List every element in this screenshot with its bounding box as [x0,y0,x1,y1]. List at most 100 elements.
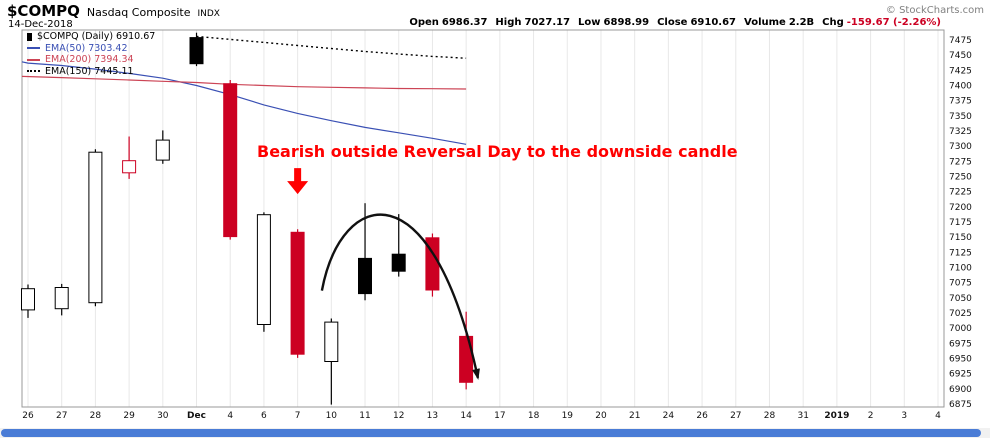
x-axis-label: 3 [901,411,907,421]
y-axis-label: 7100 [949,264,972,274]
x-axis-label: 27 [56,411,67,421]
x-axis-label: 4 [935,411,941,421]
y-axis-label: 7175 [949,218,972,228]
x-axis-label: 28 [90,411,102,421]
y-axis-label: 7225 [949,188,972,198]
y-axis-label: 7200 [949,203,972,213]
x-axis-label: 11 [359,411,370,421]
x-axis-label: 28 [764,411,776,421]
y-axis-label: 7075 [949,279,972,289]
y-axis-label: 6925 [949,370,972,380]
candle-nov-29 [122,160,137,174]
y-axis-label: 6900 [949,385,972,395]
candlestick-swatch-icon [27,32,32,41]
legend-item-ema150: EMA(150) 7445.11 [27,66,155,78]
candle-dec-6 [256,214,271,325]
candle-dec-4 [223,83,238,238]
x-axis-label: 26 [22,411,34,421]
x-axis-label: 6 [261,411,267,421]
y-axis-label: 7475 [949,36,972,46]
x-axis-label: Dec [187,411,206,421]
quote-row: Open 6986.37 High 7027.17 Low 6898.99 Close 691… [409,17,941,28]
scrollbar-thumb[interactable] [1,429,981,437]
y-axis-label: 6875 [949,400,972,410]
y-axis-label: 7425 [949,66,972,76]
x-axis-label: 2 [868,411,874,421]
x-axis-label: 20 [595,411,607,421]
x-axis-label: 26 [696,411,708,421]
y-axis-label: 7350 [949,112,972,122]
legend-item-ema200: EMA(200) 7394.34 [27,54,155,66]
quote-low: Low 6898.99 [578,17,650,28]
exchange-label: INDX [197,9,220,19]
ema-line [21,75,467,90]
x-axis-label: 4 [227,411,233,421]
y-axis-label: 7325 [949,127,972,137]
legend-label: EMA(150) 7445.11 [45,65,134,77]
legend-item-ema50: EMA(50) 7303.42 [27,43,155,55]
horizontal-scrollbar[interactable] [0,428,990,438]
x-axis-label: 12 [393,411,404,421]
quote-open: Open 6986.37 [409,17,488,28]
title-row: $COMPQ Nasdaq Composite INDX [7,2,220,20]
y-axis-label: 7000 [949,324,972,334]
x-axis-label: 27 [730,411,741,421]
quote-volume: Volume 2.2B [744,17,815,28]
candles-layer [21,32,474,405]
x-axis-label: 7 [295,411,301,421]
x-axis-label: 24 [663,411,675,421]
curved-arrow-annotation [320,213,480,380]
quote-close: Close 6910.67 [657,17,736,28]
legend-label: EMA(50) 7303.42 [45,42,128,54]
y-axis-label: 7150 [949,233,972,243]
line-swatch-icon [27,47,40,50]
legend-label: $COMPQ (Daily) 6910.67 [37,31,156,42]
y-axis-label: 7025 [949,309,972,319]
plot-border [21,29,945,408]
grid-layer [27,30,939,407]
y-axis-label: 6975 [949,339,972,349]
candle-dec-7 [290,231,305,355]
y-axis-label: 7125 [949,248,972,258]
quote-chg: Chg -159.67 (-2.26%) [822,17,941,28]
candle-dec-11 [358,257,372,295]
ema-line [196,35,467,59]
x-axis-label: 14 [460,411,472,421]
legend-label: EMA(200) 7394.34 [45,54,134,65]
x-axis-labels: 26 27 28 29 30 Dec 4 6 7 10 11 12 13 14 17 18 19 20 21 24 26… [22,411,941,421]
legend-item-compq: $COMPQ (Daily) 6910.67 [27,31,155,43]
dotted-line-swatch-icon [27,70,40,73]
y-axis-label: 7450 [949,51,972,61]
candle-dec-10 [324,321,339,363]
y-axis-label: 7275 [949,157,972,167]
chart-date: 14-Dec-2018 [8,19,73,30]
candle-dec-3 [189,37,204,65]
x-axis-label: 17 [494,411,505,421]
copyright: © StockCharts.com [885,5,984,16]
candle-nov-27 [54,287,69,310]
y-axis-label: 7050 [949,294,972,304]
x-axis-label: 2019 [824,411,849,421]
x-axis-label: 31 [797,411,808,421]
x-axis-label: 29 [123,411,135,421]
candle-nov-30 [155,139,170,161]
y-axis-label: 7375 [949,97,972,107]
y-axis-label: 7250 [949,173,972,183]
x-axis-label: 10 [326,411,338,421]
chart-legend: $COMPQ (Daily) 6910.67 EMA(50) 7303.42 E… [27,31,155,77]
y-axis-labels: 7475 7450 7425 7400 7375 7350 7325 7300 7275 7250… [949,36,972,410]
y-axis-label: 7400 [949,82,972,92]
y-axis-label: 6950 [949,355,972,365]
candle-nov-26 [21,288,35,311]
symbol: $COMPQ [7,2,80,20]
candle-dec-12 [391,253,406,272]
x-axis-label: 18 [528,411,540,421]
symbol-name: Nasdaq Composite [86,6,191,19]
red-down-arrow [287,168,309,195]
x-axis-label: 21 [629,411,640,421]
annotation-text: Bearish outside Reversal Day to the down… [257,142,738,161]
x-axis-label: 13 [427,411,438,421]
y-axis-label: 7300 [949,142,972,152]
